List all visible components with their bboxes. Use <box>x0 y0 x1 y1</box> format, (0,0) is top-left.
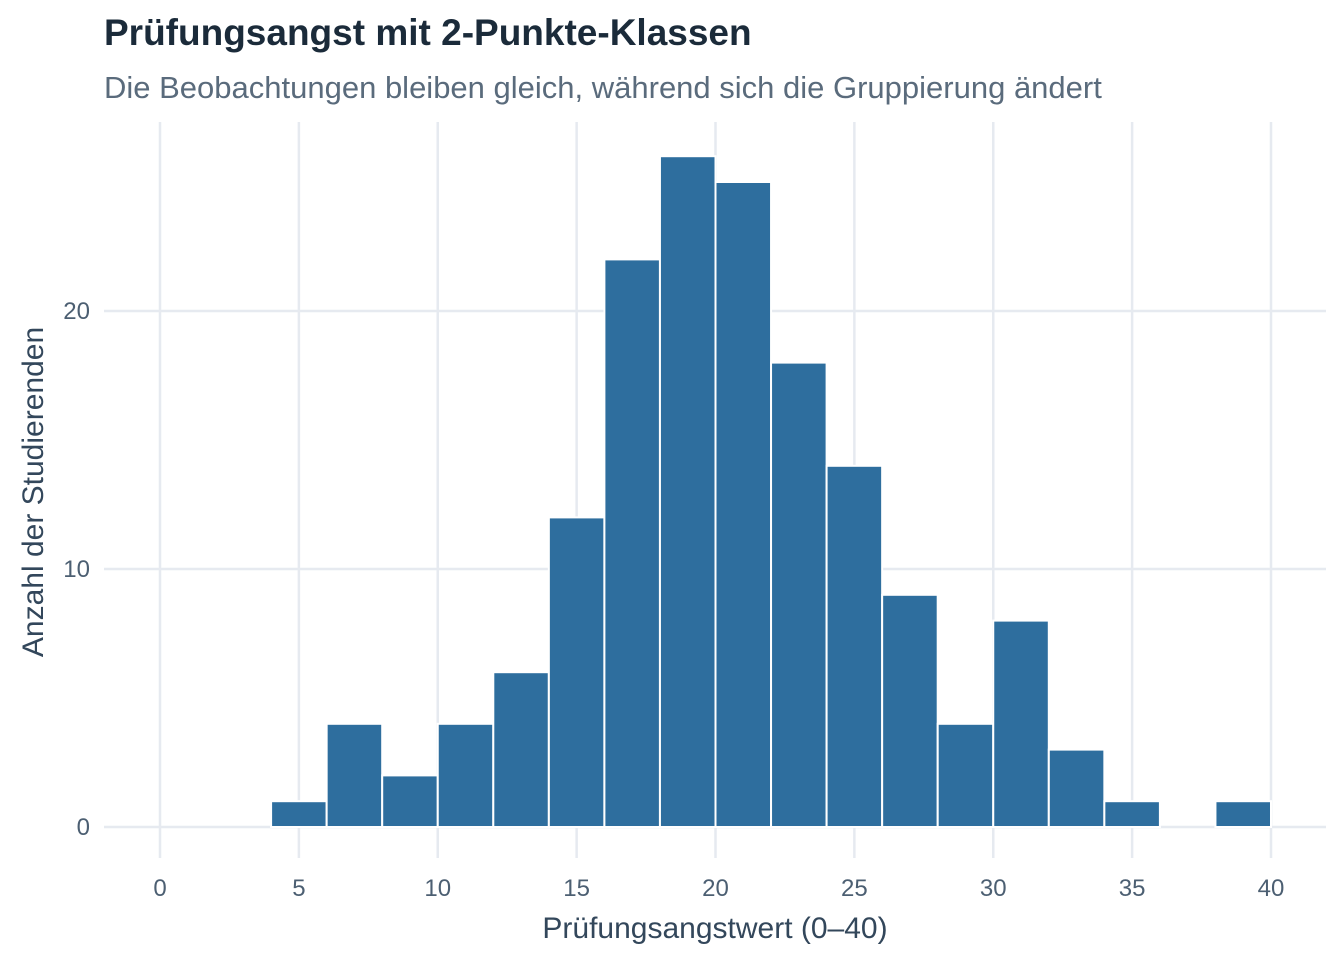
x-axis-title: Prüfungsangstwert (0–40) <box>542 912 887 945</box>
histogram-bar <box>1214 800 1272 829</box>
chart-subtitle: Die Beobachtungen bleiben gleich, währen… <box>104 70 1102 105</box>
x-tick-label: 25 <box>841 875 868 902</box>
histogram-bar <box>436 722 495 828</box>
histogram-bar <box>270 800 328 829</box>
histogram-bar <box>936 722 995 828</box>
x-tick-label: 40 <box>1258 875 1285 902</box>
x-tick-label: 0 <box>153 875 166 902</box>
y-axis-title: Anzahl der Studierenden <box>17 327 50 657</box>
x-tick-label: 15 <box>563 875 590 902</box>
histogram-bar <box>770 361 828 828</box>
x-tick-label: 20 <box>702 875 729 902</box>
histogram-bar <box>825 464 884 828</box>
y-tick-label: 10 <box>63 556 90 583</box>
histogram-bar <box>603 258 661 828</box>
bars <box>270 155 1272 829</box>
histogram-bar <box>881 593 939 828</box>
tick-labels: 0 5 10 15 20 25 30 35 40 0 10 20 <box>63 298 1284 902</box>
histogram-bar <box>992 619 1050 828</box>
x-tick-label: 30 <box>980 875 1007 902</box>
histogram-bar <box>492 671 550 829</box>
histogram-bar <box>1103 800 1161 829</box>
x-tick-label: 5 <box>292 875 305 902</box>
histogram-bar <box>1047 748 1106 828</box>
histogram-bar <box>547 516 606 829</box>
y-tick-label: 20 <box>63 298 90 325</box>
x-tick-label: 35 <box>1119 875 1146 902</box>
y-tick-label: 0 <box>77 814 90 841</box>
histogram-bar <box>325 722 384 828</box>
histogram-bar <box>381 774 439 829</box>
x-tick-label: 10 <box>424 875 451 902</box>
histogram-bar <box>714 181 773 828</box>
chart-title: Prüfungsangst mit 2-Punkte-Klassen <box>104 12 752 53</box>
histogram-bar <box>658 155 717 828</box>
